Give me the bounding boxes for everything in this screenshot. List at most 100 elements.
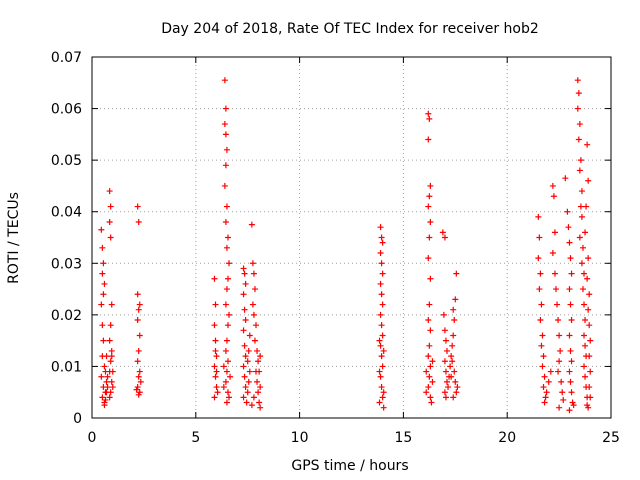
x-tick-label: 0 — [88, 430, 97, 446]
data-point — [241, 306, 248, 313]
data-point — [564, 208, 571, 215]
data-point — [250, 311, 257, 318]
data-point — [107, 389, 114, 396]
data-point — [576, 167, 583, 174]
data-point — [257, 404, 264, 411]
data-point — [566, 368, 573, 375]
data-point — [108, 347, 115, 354]
data-point — [222, 105, 229, 112]
data-point — [241, 342, 248, 349]
data-point — [549, 182, 556, 189]
data-point — [551, 229, 558, 236]
data-point — [99, 322, 106, 329]
data-point — [585, 306, 592, 313]
data-point — [582, 342, 589, 349]
data-point — [224, 322, 231, 329]
data-point — [568, 358, 575, 365]
data-point — [377, 249, 384, 256]
data-point — [451, 317, 458, 324]
data-point — [211, 275, 218, 282]
data-point — [377, 311, 384, 318]
data-point — [575, 90, 582, 97]
data-point — [242, 384, 249, 391]
data-point — [581, 270, 588, 277]
data-point — [426, 373, 433, 380]
data-point — [541, 373, 548, 380]
data-point — [240, 291, 247, 298]
data-point — [101, 280, 108, 287]
data-point — [221, 77, 228, 84]
data-point — [449, 358, 456, 365]
data-point — [223, 368, 230, 375]
plot-frame — [91, 56, 612, 419]
y-tick-label: 0.06 — [51, 102, 82, 118]
data-point — [226, 260, 233, 267]
data-point — [586, 322, 593, 329]
data-point — [134, 291, 141, 298]
data-point — [255, 358, 262, 365]
data-point — [100, 337, 107, 344]
data-point — [108, 378, 115, 385]
data-point — [426, 193, 433, 200]
data-point — [212, 373, 219, 380]
data-point — [577, 203, 584, 210]
data-point — [378, 260, 385, 267]
data-point — [567, 301, 574, 308]
data-point — [250, 270, 257, 277]
data-point — [575, 136, 582, 143]
data-point — [447, 363, 454, 370]
chart-title: Day 204 of 2018, Rate Of TEC Index for r… — [161, 21, 539, 37]
data-point — [448, 373, 455, 380]
data-point — [254, 378, 261, 385]
data-point — [551, 270, 558, 277]
data-point — [576, 121, 583, 128]
data-point — [581, 363, 588, 370]
y-tick-label: 0.03 — [51, 256, 82, 272]
data-point — [449, 342, 456, 349]
data-point — [586, 384, 593, 391]
data-point — [107, 234, 114, 241]
data-point — [211, 363, 218, 370]
data-point — [423, 368, 430, 375]
data-point — [584, 402, 591, 409]
data-point — [134, 203, 141, 210]
data-point — [222, 131, 229, 138]
data-point — [251, 337, 258, 344]
data-point — [443, 347, 450, 354]
data-point — [136, 332, 143, 339]
data-point — [549, 249, 556, 256]
data-point — [134, 317, 141, 324]
data-point — [427, 394, 434, 401]
data-point — [211, 322, 218, 329]
data-point — [425, 353, 432, 360]
data-point — [379, 239, 386, 246]
data-point — [242, 280, 249, 287]
data-point — [453, 389, 460, 396]
data-point — [106, 337, 113, 344]
data-point — [380, 389, 387, 396]
data-point — [428, 399, 435, 406]
data-point — [566, 239, 573, 246]
data-point — [576, 234, 583, 241]
data-point — [452, 378, 459, 385]
grid — [92, 57, 611, 418]
data-point — [535, 213, 542, 220]
data-point — [226, 311, 233, 318]
data-point — [539, 332, 546, 339]
data-point — [584, 275, 591, 282]
data-point — [586, 291, 593, 298]
data-point — [585, 177, 592, 184]
data-point — [429, 358, 436, 365]
data-point — [582, 229, 589, 236]
data-point — [536, 286, 543, 293]
data-point — [100, 260, 107, 267]
data-point — [445, 384, 452, 391]
data-point — [379, 363, 386, 370]
data-point — [242, 317, 249, 324]
data-point — [378, 353, 385, 360]
data-point — [423, 389, 430, 396]
data-point — [248, 402, 255, 409]
data-point — [425, 384, 432, 391]
data-point — [223, 399, 230, 406]
axis-ticks: 0 5 10 15 20 25 0 0.01 0.02 0.03 0.04 0.05 0.06 0.07 — [51, 50, 620, 446]
